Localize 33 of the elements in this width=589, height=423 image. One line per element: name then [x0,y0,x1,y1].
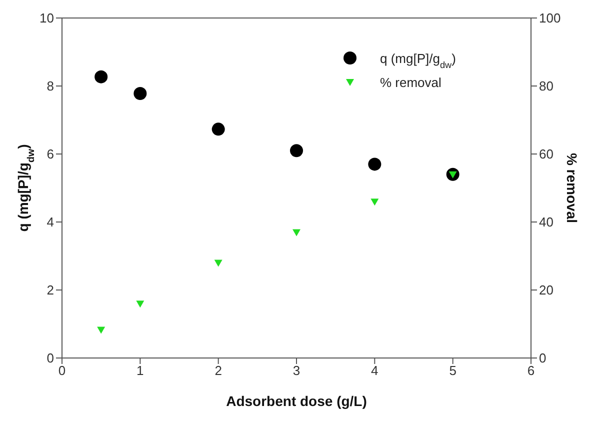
point [370,198,379,206]
point [290,144,303,158]
y2-tick-label: 60 [539,146,554,162]
x-tick-label: 6 [527,363,535,378]
point [136,300,144,308]
y2-tick-label: 0 [539,350,546,366]
y2-tick-label: 100 [539,10,561,26]
point [97,326,106,334]
x-axis-title: Adsorbent dose (g/L) [226,393,367,409]
x-tick-label: 0 [58,363,66,378]
x-tick-label: 4 [371,363,378,378]
y-tick-label: 6 [46,146,54,162]
point [94,70,108,84]
point [214,260,222,267]
x-tick-label: 2 [214,363,222,378]
y-tick-label: 4 [46,214,54,230]
legend-label: q (mg[P]/g$_{dw}$) [380,51,456,70]
y-tick-label: 8 [46,78,54,94]
x-tick-label: 1 [136,363,144,378]
y2-axis-title: % removal [564,152,580,224]
y-tick-label: 2 [46,282,54,298]
y2-tick-label: 40 [539,214,554,230]
y2-tick-label: 20 [539,282,554,298]
y-tick-label: 10 [40,10,54,26]
point [292,229,300,236]
x-tick-label: 3 [292,363,300,378]
x-tick-label: 5 [449,363,456,378]
legend-label: % removal [380,75,442,90]
y2-tick-label: 80 [539,78,554,94]
y-tick-label: 0 [46,350,54,366]
point [134,86,147,100]
point [212,122,225,136]
point [368,158,382,171]
